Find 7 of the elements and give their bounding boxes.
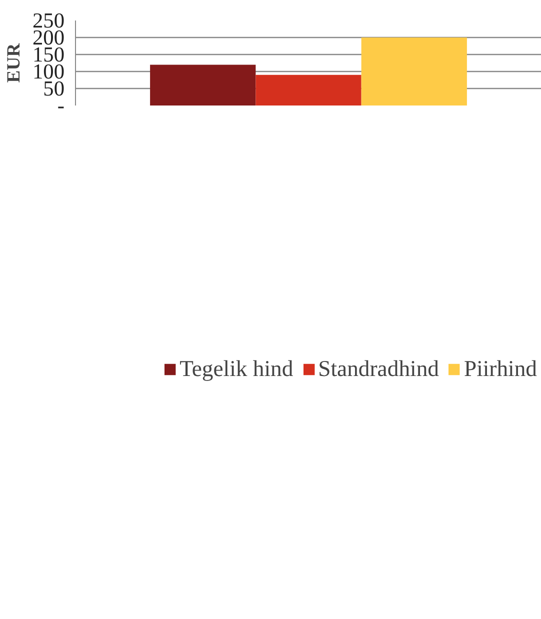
bar xyxy=(150,64,256,106)
y-axis-title: EUR xyxy=(4,42,25,83)
bar xyxy=(361,38,467,106)
legend-label: Piirhind xyxy=(464,356,537,382)
legend-label: Standradhind xyxy=(318,356,439,382)
bar xyxy=(256,74,362,106)
legend-label: Tegelik hind xyxy=(180,356,294,382)
